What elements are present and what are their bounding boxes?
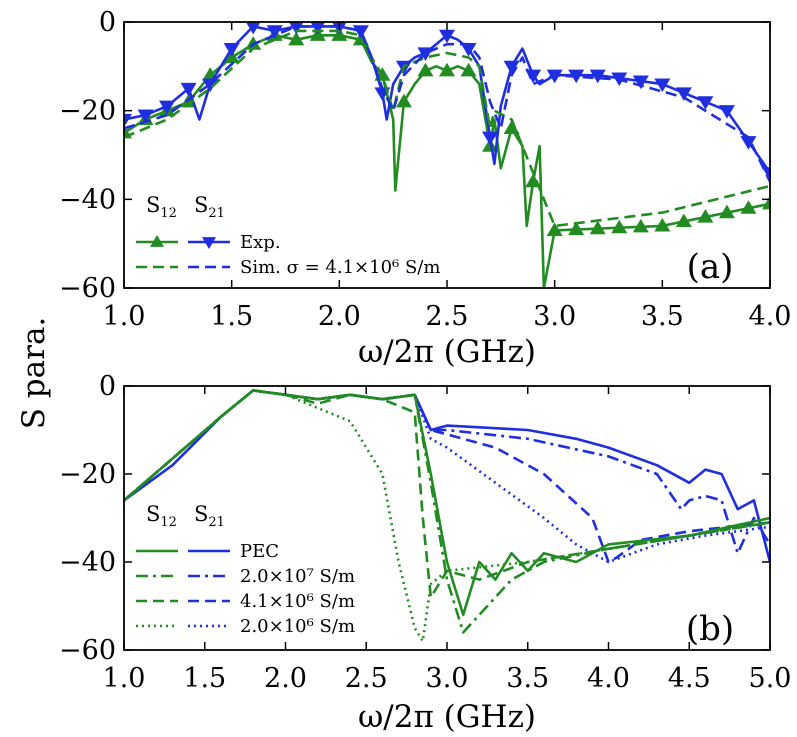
panel-b: 1.0 1.5 2.0 2.5 3.0 3.5 4.0 4.5 5.0 0 −20 −40 −60 ω/2… — [59, 371, 791, 735]
data-point-marker-s21-26 — [675, 87, 692, 101]
series-line-s21-3 — [124, 25, 770, 183]
data-point-marker-s12-16 — [460, 62, 477, 77]
x-tick-label: 2.5 — [345, 663, 388, 694]
legend-label: 2.0×10⁶ S/m — [240, 616, 355, 637]
x-axis-label: ω/2π (GHz) — [358, 334, 536, 370]
series-line-s21-1 — [124, 25, 770, 174]
x-tick-label: 1.0 — [103, 301, 146, 332]
data-point-marker-s12-24 — [632, 218, 649, 233]
legend-col-s21: S21 — [194, 502, 225, 530]
legend-sub: 12 — [160, 206, 177, 221]
data-point-marker-s21-5 — [223, 43, 240, 57]
data-point-marker-s21-25 — [654, 78, 671, 93]
x-tick-label: 5.0 — [749, 663, 792, 694]
data-point-marker-s21-30 — [762, 167, 770, 181]
x-tick-label: 3.5 — [506, 663, 549, 694]
y-tick-label: 0 — [99, 371, 116, 402]
x-tick-label: 1.5 — [210, 301, 253, 332]
data-point-marker-s21-16 — [460, 43, 477, 57]
series-line-s12-2 — [124, 29, 770, 228]
panel-a: 1.0 1.5 2.0 2.5 3.0 3.5 4.0 0 −20 −40 −60 ω/2π (GHz… — [59, 7, 791, 370]
legend-sub: 12 — [160, 515, 177, 530]
x-tick-label: 3.5 — [641, 301, 684, 332]
x-tick-label: 1.5 — [183, 663, 226, 694]
data-point-marker-s12-28 — [718, 204, 735, 219]
x-tick-label: 3.0 — [533, 301, 576, 332]
legend-label: PEC — [240, 541, 279, 562]
series-group — [124, 22, 770, 288]
data-point-marker-s21-7 — [266, 25, 283, 39]
y-tick-label: −40 — [59, 547, 116, 578]
legend-label: Sim. σ = 4.1×10⁶ S/m — [240, 257, 440, 278]
data-point-marker-s21-15 — [439, 29, 455, 44]
y-tick-label: −20 — [59, 459, 116, 490]
data-point-marker-s12-23 — [611, 219, 628, 234]
y-tick-label: −20 — [59, 96, 116, 127]
panel-tag: (a) — [687, 247, 734, 287]
y-axis-label: S para. — [16, 317, 52, 430]
x-tick-label: 2.5 — [426, 301, 469, 332]
y-tick-label: −40 — [59, 184, 116, 215]
data-point-marker-s12-25 — [654, 217, 671, 232]
data-point-marker-s21-29 — [740, 136, 757, 150]
series-line-s21-3 — [124, 389, 770, 564]
x-tick-label: 3.0 — [426, 663, 469, 694]
x-tick-label: 4.0 — [749, 301, 792, 332]
data-point-marker-s12-26 — [675, 213, 692, 228]
data-point-marker-s12-13 — [395, 93, 412, 108]
data-point-marker-s12-20 — [546, 222, 563, 236]
legend-col-s21: S21 — [194, 193, 225, 221]
data-point-marker-s12-14 — [417, 62, 434, 77]
data-point-marker-s21-18 — [503, 60, 520, 75]
legend-sub: 21 — [208, 206, 225, 221]
y-tick-label: 0 — [99, 7, 116, 38]
panel-tag: (b) — [686, 609, 734, 649]
data-point-marker-s12-29 — [740, 200, 757, 214]
data-point-marker-s21-28 — [718, 105, 735, 119]
data-point-marker-s21-3 — [180, 82, 197, 97]
series-group — [124, 389, 770, 643]
data-point-marker-s21-2 — [159, 100, 176, 115]
x-tick-label: 2.0 — [318, 301, 361, 332]
x-tick-label: 4.5 — [668, 663, 711, 694]
data-point-marker-s12-27 — [697, 209, 714, 223]
legend-label: 4.1×10⁶ S/m — [240, 591, 355, 612]
x-axis-label: ω/2π (GHz) — [358, 699, 536, 735]
series-line-s12-7 — [124, 389, 770, 643]
series-line-s12-4 — [124, 389, 770, 617]
data-point-marker-s21-6 — [245, 22, 261, 35]
data-point-marker-s21-27 — [697, 96, 714, 110]
legend-marker-s21 — [202, 237, 216, 249]
x-tick-label: 1.0 — [103, 663, 146, 694]
legend-col-s12: S12 — [146, 502, 177, 530]
data-point-marker-s21-17 — [482, 131, 499, 146]
data-point-marker-s21-24 — [632, 75, 649, 90]
y-tick-label: −60 — [59, 635, 116, 666]
data-point-marker-s12-18 — [503, 120, 520, 134]
legend-sub: 21 — [208, 515, 225, 530]
y-tick-label: −60 — [59, 273, 116, 304]
x-tick-label: 2.0 — [264, 663, 307, 694]
legend-col-s12: S12 — [146, 193, 177, 221]
data-point-marker-s21-0 — [124, 113, 132, 128]
data-point-marker-s12-15 — [439, 62, 455, 77]
data-point-marker-s21-1 — [137, 109, 154, 124]
data-point-marker-s12-22 — [589, 220, 606, 235]
data-point-marker-s12-21 — [568, 221, 585, 236]
data-point-marker-s21-22 — [589, 69, 606, 84]
legend-label: 2.0×10⁷ S/m — [240, 566, 355, 587]
plot-frame — [123, 21, 771, 289]
x-tick-label: 4.0 — [587, 663, 630, 694]
data-point-marker-s12-8 — [288, 31, 305, 46]
data-point-marker-s21-11 — [352, 25, 369, 39]
legend-marker-s12 — [150, 235, 164, 247]
series-line-s12-5 — [124, 389, 770, 634]
data-point-marker-s12-30 — [762, 195, 770, 210]
legend-label: Exp. — [240, 232, 281, 253]
